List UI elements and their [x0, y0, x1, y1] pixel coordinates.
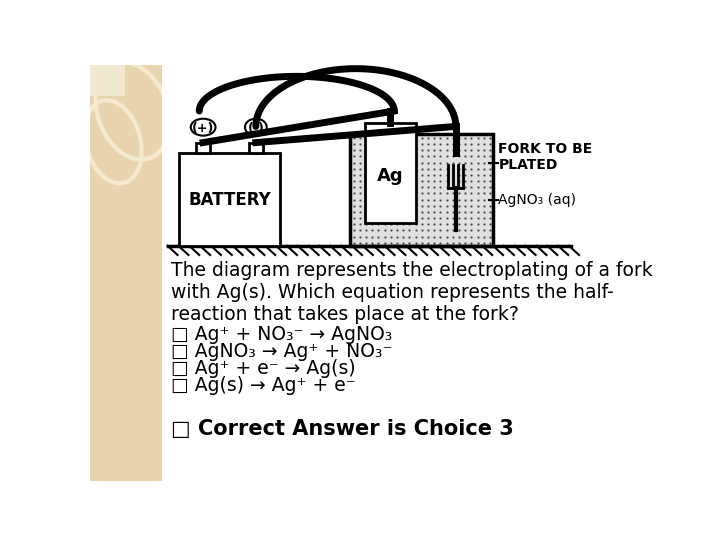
Text: □ Ag(s) → Ag⁺ + e⁻: □ Ag(s) → Ag⁺ + e⁻ — [171, 376, 356, 395]
Polygon shape — [162, 65, 648, 481]
Bar — [179, 153, 280, 246]
Text: □ Correct Answer is Choice 3: □ Correct Answer is Choice 3 — [171, 419, 514, 439]
Bar — [365, 123, 415, 222]
Text: FORK TO BE
PLATED: FORK TO BE PLATED — [498, 142, 593, 172]
Bar — [249, 143, 263, 153]
Bar — [90, 65, 125, 96]
Text: Ag: Ag — [377, 167, 404, 185]
Text: AgNO₃ (aq): AgNO₃ (aq) — [498, 193, 577, 206]
Text: □ AgNO₃ → Ag⁺ + NO₃⁻: □ AgNO₃ → Ag⁺ + NO₃⁻ — [171, 342, 392, 361]
Text: (+): (+) — [192, 122, 215, 135]
Text: BATTERY: BATTERY — [188, 191, 271, 208]
Text: □ Ag⁺ + NO₃⁻ → AgNO₃: □ Ag⁺ + NO₃⁻ → AgNO₃ — [171, 325, 392, 344]
Text: (-): (-) — [248, 122, 264, 135]
Text: □ Ag⁺ + e⁻ → Ag(s): □ Ag⁺ + e⁻ → Ag(s) — [171, 359, 356, 378]
Bar — [196, 143, 210, 153]
Bar — [350, 134, 493, 246]
Text: The diagram represents the electroplating of a fork
with Ag(s). Which equation r: The diagram represents the electroplatin… — [171, 261, 653, 324]
Polygon shape — [90, 65, 162, 481]
Bar — [350, 134, 493, 246]
